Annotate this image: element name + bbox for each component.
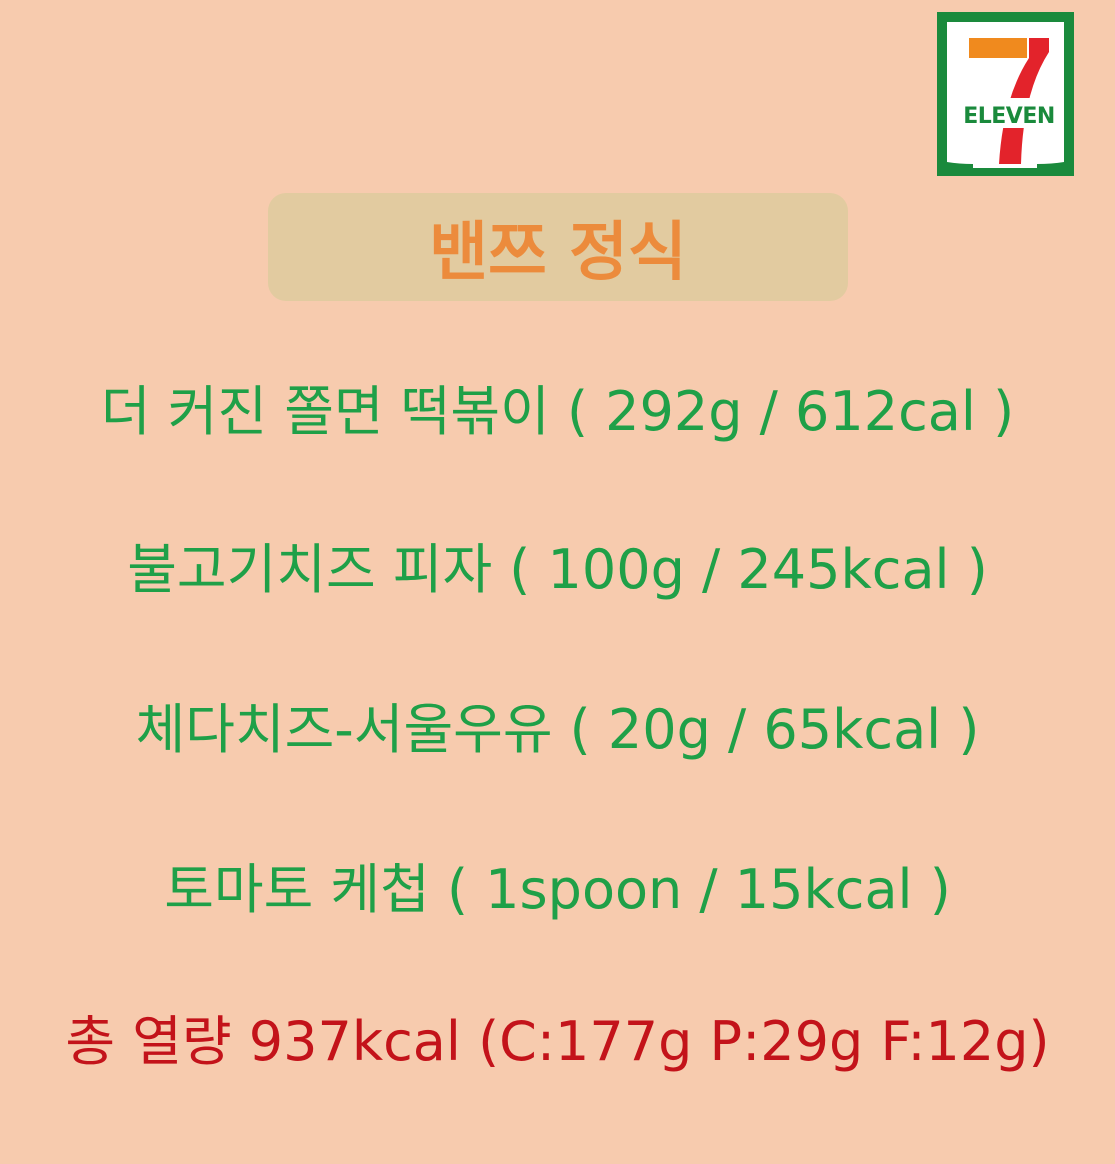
menu-item-2: 불고기치즈 피자 ( 100g / 245kcal ) — [127, 538, 988, 601]
logo-text: ELEVEN — [963, 104, 1055, 129]
total-calories: 총 열량 937kcal (C:177g P:29g F:12g) — [65, 1010, 1050, 1073]
seven-eleven-logo: ELEVEN — [937, 12, 1074, 176]
menu-item-4: 토마토 케첩 ( 1spoon / 15kcal ) — [164, 858, 951, 921]
page-title: 밴쯔 정식 — [429, 216, 687, 290]
menu-item-1: 더 커진 쫄면 떡볶이 ( 292g / 612cal ) — [100, 380, 1015, 443]
title-box: 밴쯔 정식 — [268, 193, 848, 301]
menu-item-3: 체다치즈-서울우유 ( 20g / 65kcal ) — [135, 698, 980, 761]
